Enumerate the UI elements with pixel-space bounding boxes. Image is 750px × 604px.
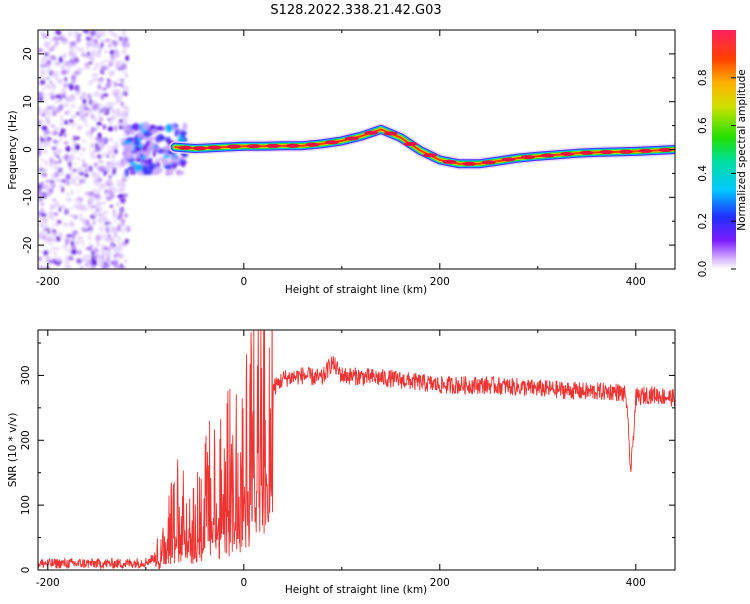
x-tick-label: 200 xyxy=(430,276,450,288)
snr-plot-area xyxy=(38,330,675,570)
colorbar-ticks: 0.0 0.2 0.4 0.6 0.8 xyxy=(697,69,736,277)
ridge-hotspot xyxy=(599,150,614,155)
y-tick-label: 20 xyxy=(22,47,34,60)
ridge-hotspot xyxy=(325,140,339,145)
snr-frame xyxy=(37,329,676,571)
colorbar-label: Normalized spectral amplitude xyxy=(736,69,748,230)
snr-panel: -200 0 200 400 0 100 200 300 Height of straigh… xyxy=(7,329,676,596)
ridge-hotspot xyxy=(462,161,477,166)
colorbar-tick-label: 0.8 xyxy=(697,69,709,86)
x-tick-label: 400 xyxy=(626,577,646,589)
ridge-hotspot xyxy=(227,144,241,149)
ridge-hotspots xyxy=(178,130,673,166)
y-tick-label: -10 xyxy=(22,189,34,206)
figure-title: S128.2022.338.21.42.G03 xyxy=(270,3,441,18)
ridge-hotspot xyxy=(266,143,281,148)
y-tick-label: 200 xyxy=(20,430,32,450)
ridge-hotspot xyxy=(192,146,207,151)
ridge-hotspot xyxy=(619,149,633,154)
colorbar-tick-label: 0.2 xyxy=(697,213,709,230)
snr-x-axis: -200 0 200 400 xyxy=(36,330,646,589)
spectrogram-y-label: Frequency (Hz) xyxy=(7,110,19,189)
ridge-hotspot xyxy=(560,152,575,156)
ridge-hotspot xyxy=(638,148,653,153)
colorbar: 0.0 0.2 0.4 0.6 0.8 Normalized spectral ampl… xyxy=(697,30,748,277)
ridge-hotspot xyxy=(178,145,192,150)
x-tick-label: 400 xyxy=(626,276,646,288)
spectrogram-panel: -200 0 200 400 -20 -10 0 10 20 Height of straig… xyxy=(7,29,676,296)
ridge-hotspot xyxy=(403,142,418,146)
x-tick-label: -200 xyxy=(36,577,60,589)
ridge-hotspot xyxy=(344,136,359,141)
colorbar-tick-label: 0.0 xyxy=(697,261,709,278)
ridge-hotspot xyxy=(383,131,398,136)
y-tick-label: 0 xyxy=(22,146,34,153)
x-tick-label: 0 xyxy=(240,577,247,589)
spectrogram-y-axis: -20 -10 0 10 20 xyxy=(22,29,675,270)
colorbar-gradient xyxy=(712,30,736,269)
ridge-hotspot xyxy=(305,142,320,147)
y-tick-label: 100 xyxy=(20,495,32,515)
y-tick-label: 10 xyxy=(22,95,34,108)
ridge-hotspot xyxy=(423,153,437,158)
ridge-hotspot xyxy=(658,148,673,152)
snr-y-label: SNR (10 * v/v) xyxy=(7,413,19,488)
x-tick-label: -200 xyxy=(36,276,60,288)
snr-y-axis: 0 100 200 300 xyxy=(20,342,675,574)
ridge-hotspot xyxy=(364,130,379,135)
snr-x-label: Height of straight line (km) xyxy=(285,584,427,596)
spectrogram-noise xyxy=(38,30,189,269)
spectrogram-x-label: Height of straight line (km) xyxy=(285,284,427,296)
ridge-hotspot xyxy=(579,150,594,155)
colorbar-tick-label: 0.4 xyxy=(697,165,709,182)
spectrogram-x-axis: -200 0 200 400 xyxy=(36,30,646,288)
ridge-hotspot xyxy=(540,153,555,158)
ridge-hotspot xyxy=(285,143,300,148)
colorbar-tick-label: 0.6 xyxy=(697,117,709,134)
x-tick-label: 200 xyxy=(430,577,450,589)
ridge-hotspot xyxy=(207,145,222,150)
ridge-hotspot xyxy=(501,157,516,162)
ridge-hotspot xyxy=(246,144,261,149)
y-tick-label: 0 xyxy=(20,567,32,574)
ridge-hotspot xyxy=(521,155,535,160)
y-tick-label: -20 xyxy=(22,237,34,254)
ridge-hotspot xyxy=(481,160,496,165)
x-tick-label: 0 xyxy=(240,276,247,288)
ridge-hotspot xyxy=(442,159,457,164)
y-tick-label: 300 xyxy=(20,365,32,385)
snr-line xyxy=(38,330,675,570)
spectrogram-plot-area xyxy=(38,30,675,269)
